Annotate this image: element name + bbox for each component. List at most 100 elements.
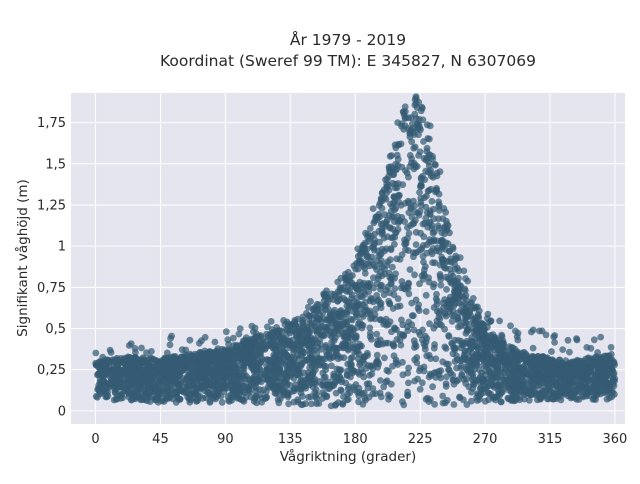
scatter-point <box>212 393 220 401</box>
scatter-point <box>409 120 416 128</box>
scatter-point <box>374 247 382 255</box>
scatter-point <box>386 300 393 307</box>
scatter-point <box>466 340 473 347</box>
scatter-point <box>561 386 568 394</box>
scatter-point <box>429 259 436 266</box>
scatter-point <box>177 353 185 361</box>
scatter-point <box>455 323 462 331</box>
scatter-point <box>234 394 241 402</box>
scatter-point <box>146 393 154 401</box>
scatter-point <box>170 353 178 361</box>
scatter-point <box>566 348 573 356</box>
scatter-point <box>271 382 278 390</box>
scatter-point <box>421 342 429 350</box>
scatter-point <box>335 376 342 384</box>
scatter-point <box>346 302 354 310</box>
scatter-point <box>373 330 381 338</box>
scatter-point <box>487 334 494 341</box>
scatter-point <box>591 356 599 364</box>
scatter-point <box>339 340 347 348</box>
scatter-point <box>280 360 288 367</box>
scatter-point <box>432 355 440 363</box>
scatter-point <box>566 359 573 367</box>
scatter-point <box>404 197 412 205</box>
scatter-point <box>349 316 356 324</box>
scatter-point <box>553 382 560 390</box>
x-tick-label: 225 <box>408 432 433 447</box>
scatter-point <box>411 110 419 118</box>
scatter-point <box>197 373 204 380</box>
scatter-point <box>391 194 399 201</box>
scatter-point <box>337 284 345 292</box>
scatter-point <box>219 369 227 376</box>
scatter-point <box>481 397 489 405</box>
scatter-point <box>411 356 419 364</box>
scatter-point <box>574 370 582 378</box>
scatter-point <box>507 322 514 330</box>
scatter-point <box>357 359 364 366</box>
scatter-point <box>222 328 230 336</box>
scatter-point <box>410 337 418 345</box>
scatter-point <box>400 110 408 118</box>
scatter-point <box>405 379 412 387</box>
scatter-point <box>392 229 399 237</box>
scatter-point <box>110 396 118 404</box>
scatter-point <box>384 258 392 266</box>
scatter-point <box>454 337 462 344</box>
scatter-point <box>192 390 200 398</box>
scatter-point <box>135 365 143 373</box>
scatter-point <box>471 338 478 346</box>
scatter-point <box>360 353 368 361</box>
scatter-point <box>480 322 487 330</box>
scatter-point <box>523 370 531 378</box>
scatter-point <box>436 261 444 269</box>
scatter-point <box>137 357 144 365</box>
scatter-point <box>433 187 441 195</box>
scatter-point <box>107 349 115 356</box>
scatter-point <box>104 388 111 396</box>
scatter-point <box>453 352 460 360</box>
scatter-point <box>530 362 538 370</box>
scatter-point <box>225 354 233 362</box>
scatter-point <box>535 381 543 389</box>
scatter-point <box>162 382 170 389</box>
scatter-point <box>320 374 328 382</box>
scatter-point <box>121 359 129 366</box>
scatter-point <box>494 363 501 371</box>
scatter-point <box>305 303 312 311</box>
scatter-point <box>414 375 422 383</box>
scatter-point <box>387 200 394 208</box>
scatter-point <box>481 347 489 354</box>
scatter-point <box>513 358 521 365</box>
scatter-point <box>489 382 496 389</box>
scatter-point <box>126 368 134 376</box>
scatter-point <box>412 241 420 249</box>
scatter-point <box>385 269 393 277</box>
scatter-point <box>342 274 349 281</box>
scatter-point <box>408 159 415 167</box>
scatter-point <box>418 379 426 387</box>
scatter-point <box>359 369 366 376</box>
scatter-point <box>382 378 390 386</box>
scatter-point <box>265 376 272 384</box>
scatter-point <box>233 341 240 349</box>
scatter-point <box>445 366 453 373</box>
scatter-point <box>246 388 253 396</box>
scatter-point <box>393 151 401 159</box>
scatter-point <box>382 286 390 294</box>
scatter-point <box>92 349 100 357</box>
scatter-point <box>391 285 399 292</box>
scatter-point <box>437 281 445 289</box>
scatter-point <box>472 327 480 334</box>
scatter-point <box>125 389 132 397</box>
scatter-point <box>219 352 227 360</box>
scatter-point <box>559 346 567 353</box>
scatter-point <box>442 310 449 318</box>
scatter-point <box>391 184 399 192</box>
scatter-point <box>174 388 182 395</box>
scatter-point <box>232 383 240 390</box>
scatter-point <box>443 373 450 381</box>
scatter-point <box>406 130 414 138</box>
scatter-point <box>551 339 558 346</box>
